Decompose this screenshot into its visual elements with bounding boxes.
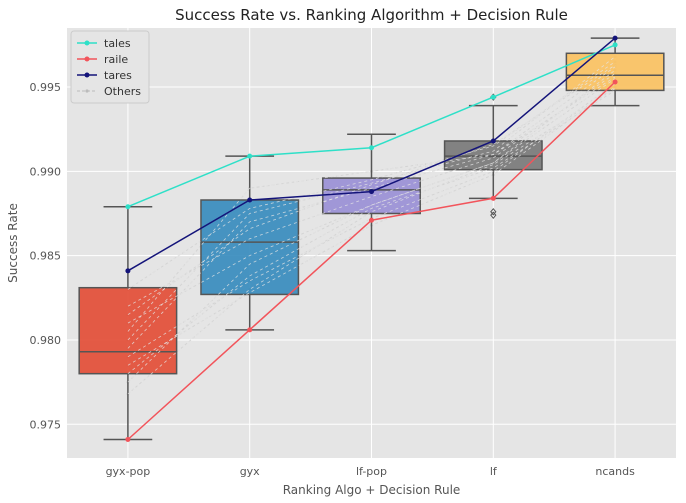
- series-point-tales: [247, 153, 253, 159]
- others-overlay-line: [127, 66, 616, 349]
- legend-marker-tares: [84, 72, 90, 78]
- others-line: [127, 64, 616, 316]
- series-point-tares: [369, 189, 374, 195]
- series-point-raile: [125, 436, 131, 442]
- legend-marker-raile: [84, 56, 90, 62]
- series-lines: [125, 35, 618, 442]
- legend-marker-tales: [84, 40, 90, 46]
- legend-label: Others: [104, 85, 141, 98]
- others-overlay-line: [127, 76, 616, 332]
- series-point-tales: [125, 204, 131, 210]
- x-tick-label: lf-pop: [356, 465, 387, 478]
- legend: tales raile tares Others: [70, 30, 150, 104]
- x-tick-label: gyx: [240, 465, 260, 478]
- others-overlay-line: [127, 78, 616, 324]
- chart-title: Success Rate vs. Ranking Algorithm + Dec…: [175, 6, 568, 24]
- box-gyx-pop: [78, 286, 178, 375]
- box-lf-pop: [322, 177, 421, 215]
- series-point-tales: [612, 42, 618, 48]
- others-overlay-line: [127, 73, 616, 307]
- x-tick-label: gyx-pop: [106, 465, 151, 478]
- others-overlay-line: [127, 90, 616, 375]
- legend-label: raile: [104, 53, 128, 66]
- y-axis-label: Success Rate: [6, 203, 20, 283]
- others-overlay-line: [127, 61, 616, 290]
- legend-label: tales: [104, 37, 131, 50]
- y-tick-label: 0.990: [30, 165, 62, 178]
- y-tick-label: 0.995: [30, 81, 62, 94]
- y-tick-label: 0.980: [30, 334, 62, 347]
- legend-marker-Others: [85, 89, 89, 93]
- outlier-marker: [490, 208, 497, 216]
- series-point-tales: [369, 145, 374, 151]
- series-point-tales: [490, 94, 496, 100]
- y-tick-label: 0.975: [30, 418, 62, 431]
- series-point-tares: [490, 138, 496, 144]
- x-tick-label: lf: [490, 465, 498, 478]
- series-point-raile: [612, 79, 618, 85]
- y-tick-label: 0.985: [30, 250, 62, 263]
- x-axis-label: Ranking Algo + Decision Rule: [283, 483, 461, 497]
- series-point-tares: [125, 268, 131, 274]
- series-point-tares: [612, 35, 618, 41]
- others-overlay-line: [127, 64, 616, 316]
- others-overlay-line: [127, 56, 616, 341]
- outlier-marker: [490, 211, 497, 219]
- y-axis-ticks: 0.975 0.980 0.985 0.990 0.995: [30, 81, 62, 431]
- box-gyx: [200, 199, 300, 296]
- x-tick-label: ncands: [595, 465, 635, 478]
- series-point-raile: [247, 327, 253, 333]
- others-line: [127, 88, 616, 395]
- series-point-tares: [247, 197, 253, 203]
- legend-label: tares: [104, 69, 132, 82]
- others-overlay-line: [127, 86, 616, 366]
- series-point-raile: [369, 217, 374, 223]
- legend-box: [70, 30, 150, 104]
- x-axis-ticks: gyx-pop gyx lf-pop lf ncands: [106, 465, 636, 478]
- series-point-raile: [490, 195, 496, 201]
